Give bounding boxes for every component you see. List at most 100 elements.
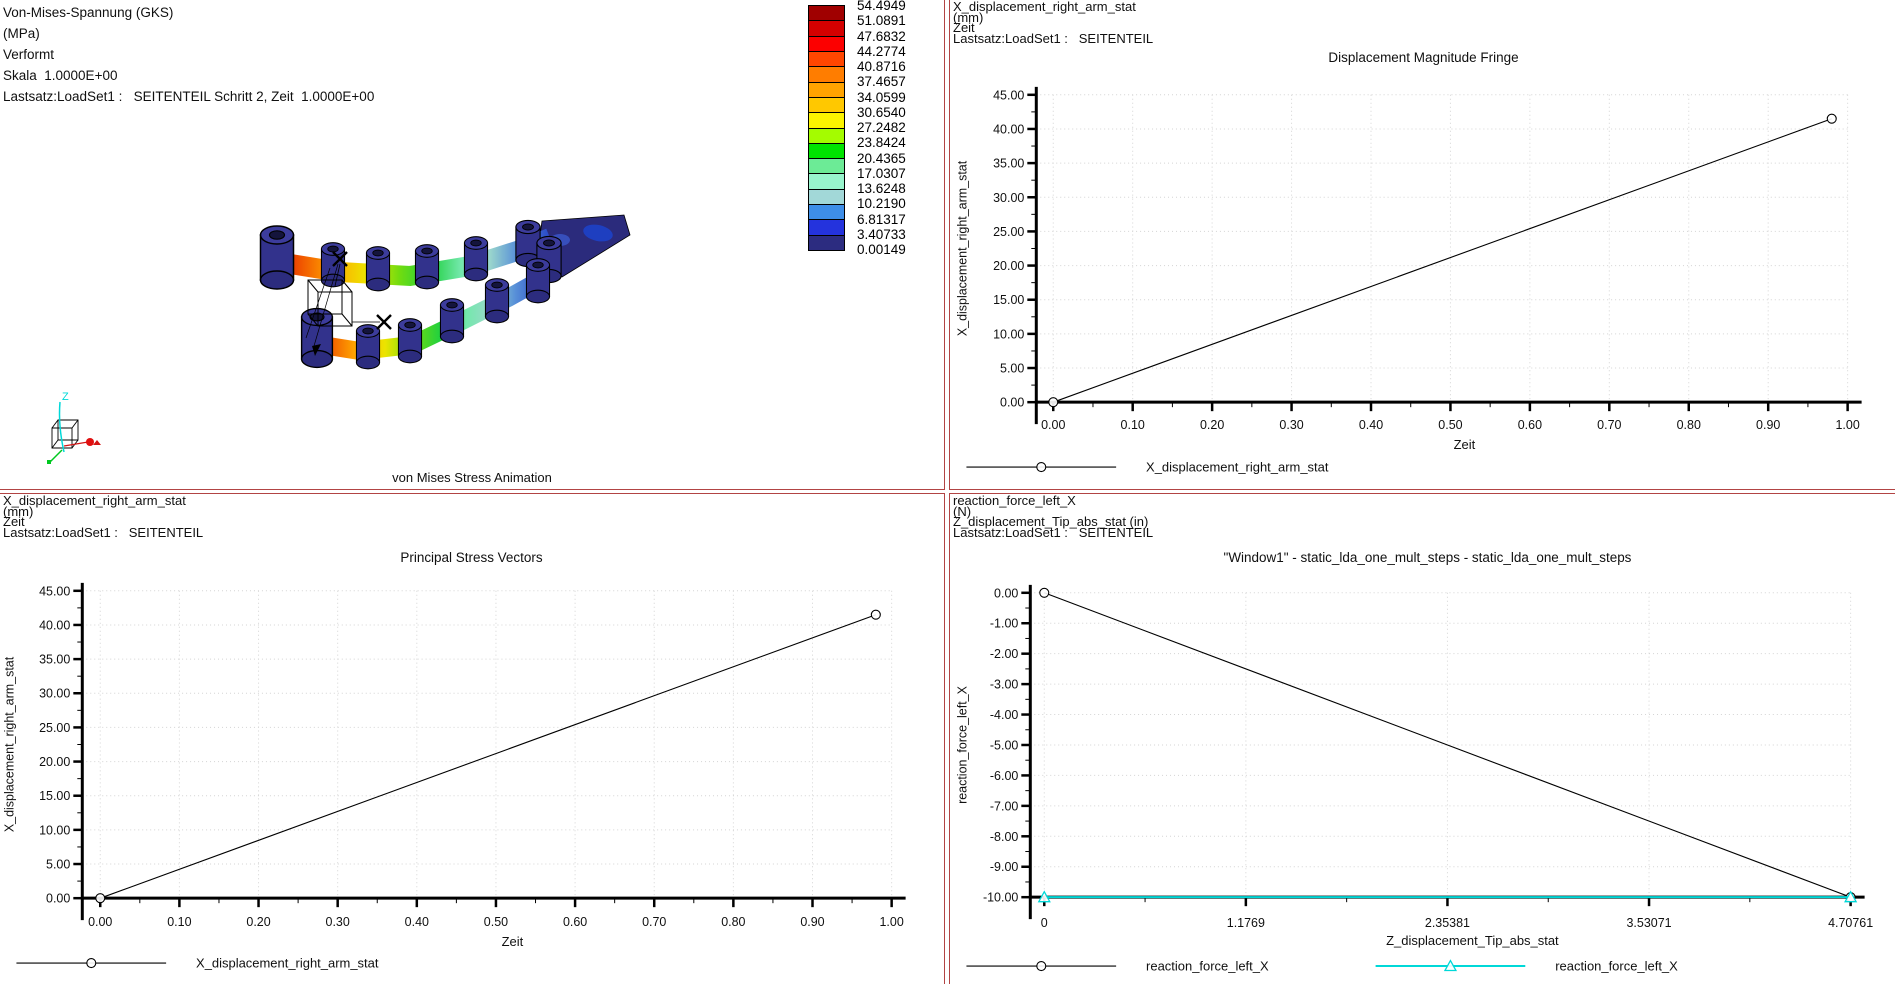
colorbar-cell <box>809 205 844 221</box>
colorbar-cell <box>809 36 844 52</box>
plot-axes <box>73 582 906 921</box>
colorbar-cell <box>809 67 844 83</box>
svg-text:0.50: 0.50 <box>1438 418 1462 432</box>
result-header: Von-Mises-Spannung (GKS) (MPa) Verformt … <box>3 2 374 107</box>
svg-text:0: 0 <box>1041 916 1048 930</box>
header-line: Skala 1.0000E+00 <box>3 68 118 83</box>
svg-text:25.00: 25.00 <box>39 721 70 735</box>
svg-text:Zeit: Zeit <box>1454 437 1476 452</box>
colorbar-cell <box>809 6 844 22</box>
legend-entry[interactable]: reaction_force_left_X <box>966 959 1269 974</box>
colorbar-value: 47.6832 <box>857 28 906 44</box>
colorbar-cell <box>809 128 844 144</box>
xy-plot-principal-stress[interactable]: 0.00 0.10 0.20 0.30 0.40 0.50 0.60 0.70 0.80 0.90… <box>0 494 944 984</box>
svg-text:-6.00: -6.00 <box>990 769 1018 783</box>
svg-text:-4.00: -4.00 <box>990 708 1018 722</box>
svg-text:-3.00: -3.00 <box>990 678 1018 692</box>
colorbar-value: 27.2482 <box>857 120 906 135</box>
svg-text:1.00: 1.00 <box>1835 418 1859 432</box>
svg-text:0.30: 0.30 <box>1279 418 1303 432</box>
svg-text:0.60: 0.60 <box>563 915 587 929</box>
viewport-von-mises-animation[interactable]: Von-Mises-Spannung (GKS) (MPa) Verformt … <box>0 0 945 490</box>
svg-text:Displacement Magnitude Fringe: Displacement Magnitude Fringe <box>1328 50 1518 65</box>
plot-grid <box>1036 94 1849 403</box>
svg-text:Zeit: Zeit <box>502 934 524 949</box>
svg-text:0.20: 0.20 <box>246 915 270 929</box>
svg-text:4.70761: 4.70761 <box>1828 916 1873 930</box>
svg-text:0.30: 0.30 <box>326 915 350 929</box>
colorbar-value: 17.0307 <box>857 165 906 181</box>
header-line: Zeit <box>3 514 25 529</box>
svg-text:10.00: 10.00 <box>39 823 70 837</box>
header-line: X_displacement_right_arm_stat <box>953 0 1136 14</box>
colorbar-cell <box>809 235 844 250</box>
result-header: reaction_force_left_X (N) Z_displacement… <box>953 494 1154 540</box>
svg-text:0.50: 0.50 <box>484 915 508 929</box>
header-line: Zeit <box>953 20 975 35</box>
xy-plot-reaction-force[interactable]: 0 1.1769 2.35381 3.53071 4.70761 0.00 -1.00 -2.… <box>950 494 1895 984</box>
svg-text:0.40: 0.40 <box>1359 418 1383 432</box>
colorbar-value: 6.81317 <box>857 211 906 227</box>
header-line: Verformt <box>3 47 55 62</box>
svg-text:0.70: 0.70 <box>1597 418 1621 432</box>
svg-text:-7.00: -7.00 <box>990 799 1018 813</box>
svg-text:1.00: 1.00 <box>880 915 904 929</box>
svg-text:reaction_force_left_X: reaction_force_left_X <box>955 685 969 804</box>
colorbar-value: 40.8716 <box>857 59 906 74</box>
svg-text:30.00: 30.00 <box>39 687 70 701</box>
svg-text:5.00: 5.00 <box>46 858 70 872</box>
viewport-window1-plot[interactable]: 0 1.1769 2.35381 3.53071 4.70761 0.00 -1.00 -2.… <box>949 493 1895 984</box>
colorbar-value: 30.6540 <box>857 104 906 120</box>
svg-text:0.00: 0.00 <box>46 892 70 906</box>
xy-plot-displacement[interactable]: 0.00 0.10 0.20 0.30 0.40 0.50 0.60 0.70 0.80 0.90… <box>950 0 1895 489</box>
series-X_displacement_right_arm_stat[interactable] <box>1048 113 1837 408</box>
svg-text:30.00: 30.00 <box>993 191 1024 205</box>
colorbar-cell <box>809 21 844 37</box>
legend-label: reaction_force_left_X <box>1555 959 1678 974</box>
svg-text:Principal Stress Vectors: Principal Stress Vectors <box>400 550 542 565</box>
svg-text:-10.00: -10.00 <box>983 891 1018 905</box>
svg-text:35.00: 35.00 <box>39 653 70 667</box>
result-header: X_displacement_right_arm_stat (mm) Zeit … <box>953 0 1154 46</box>
legend-entry[interactable]: reaction_force_left_X <box>1375 959 1679 974</box>
svg-text:0.80: 0.80 <box>721 915 745 929</box>
colorbar-value: 13.6248 <box>857 181 906 196</box>
svg-text:45.00: 45.00 <box>993 88 1024 102</box>
svg-text:0.10: 0.10 <box>1121 418 1145 432</box>
header-line: Von-Mises-Spannung (GKS) <box>3 5 174 20</box>
header-line: (mm) <box>3 503 34 519</box>
legend-entry[interactable]: X_displacement_right_arm_stat <box>966 460 1329 475</box>
header-line: Lastsatz:LoadSet1 : SEITENTEIL <box>953 524 1154 540</box>
svg-text:15.00: 15.00 <box>39 789 70 803</box>
colorbar-cell <box>809 143 844 160</box>
svg-text:0.90: 0.90 <box>1756 418 1780 432</box>
fea-model-view[interactable]: Z <box>0 0 945 489</box>
colorbar-cell <box>809 97 844 114</box>
header-line: Lastsatz:LoadSet1 : SEITENTEIL <box>953 30 1154 46</box>
svg-text:1.1769: 1.1769 <box>1227 916 1265 930</box>
viewport-principal-stress-plot[interactable]: 0.00 0.10 0.20 0.30 0.40 0.50 0.60 0.70 0.80 0.90… <box>0 493 945 984</box>
colorbar-value: 20.4365 <box>857 150 906 166</box>
colorbar-value: 10.2190 <box>857 196 906 212</box>
colorbar-cell <box>809 174 844 190</box>
header-line: (N) <box>953 503 972 519</box>
svg-text:10.00: 10.00 <box>993 327 1024 341</box>
legend-entry[interactable]: X_displacement_right_arm_stat <box>16 956 379 971</box>
svg-text:20.00: 20.00 <box>993 259 1024 273</box>
svg-text:25.00: 25.00 <box>993 225 1024 239</box>
svg-text:35.00: 35.00 <box>993 157 1024 171</box>
svg-text:Z_displacement_Tip_abs_stat: Z_displacement_Tip_abs_stat <box>1386 933 1559 948</box>
colorbar-value: 51.0891 <box>857 13 906 29</box>
colorbar-cell <box>809 159 844 175</box>
colorbar-value: 3.40733 <box>857 226 906 242</box>
svg-text:0.90: 0.90 <box>800 915 824 929</box>
svg-text:40.00: 40.00 <box>993 122 1024 136</box>
model-lower-arm-fringe <box>301 270 549 361</box>
series-X_displacement_right_arm_stat[interactable] <box>95 609 881 904</box>
triad-y-axis <box>49 449 63 463</box>
svg-text:20.00: 20.00 <box>39 755 70 769</box>
viewport-displacement-plot[interactable]: 0.00 0.10 0.20 0.30 0.40 0.50 0.60 0.70 0.80 0.90… <box>949 0 1895 490</box>
legend-label: X_displacement_right_arm_stat <box>196 956 379 971</box>
series-reaction_force_left_X[interactable] <box>1037 890 1858 903</box>
